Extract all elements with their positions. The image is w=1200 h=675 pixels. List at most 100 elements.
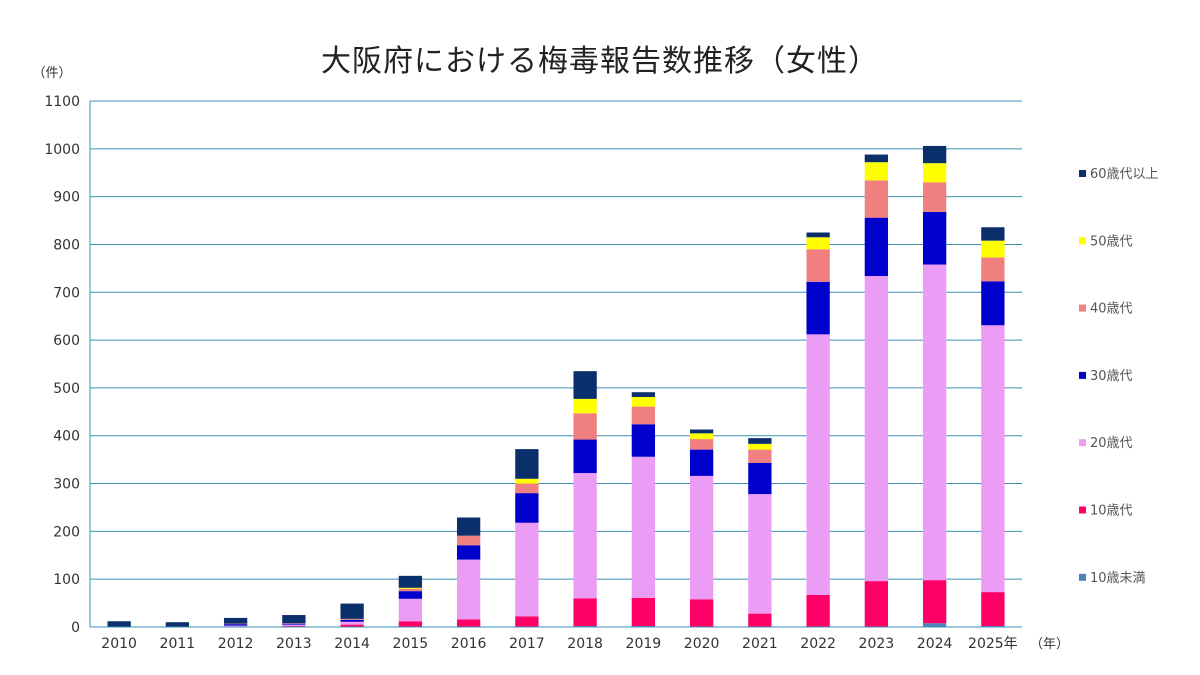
legend-swatch: [1079, 371, 1086, 379]
bar-segment: [689, 429, 714, 434]
legend-swatch: [1079, 439, 1086, 447]
y-tick-label: 1000: [44, 142, 80, 158]
bar-segment: [340, 621, 364, 625]
bar-segment: [398, 591, 423, 599]
bar-segment: [573, 413, 597, 440]
bar-segment: [398, 588, 423, 592]
bar-segment: [922, 163, 947, 183]
bar-segment: [689, 449, 714, 476]
bar-segment: [573, 398, 597, 414]
x-tick-label: 2013: [276, 636, 312, 652]
legend-label: 40歳代: [1090, 302, 1133, 317]
bar-segment: [398, 621, 423, 627]
bar-segment: [689, 433, 714, 440]
legend-label: 20歳代: [1090, 436, 1133, 451]
bar-segment: [573, 439, 597, 474]
bar-segment: [340, 603, 364, 619]
bar-segment: [922, 264, 947, 581]
legend-label: 10歳代: [1090, 504, 1133, 519]
bar-segment: [282, 615, 306, 624]
bar-segment: [748, 443, 772, 450]
bar-segment: [282, 623, 306, 625]
x-tick-label: 2011: [160, 636, 196, 652]
bar-segment: [689, 599, 714, 627]
bar-segment: [981, 240, 1005, 258]
y-tick-label: 600: [53, 333, 80, 349]
y-axis-label: （件）: [32, 66, 71, 81]
x-tick-label: 2021: [742, 636, 778, 652]
y-tick-label: 300: [53, 477, 80, 493]
bar-segment: [631, 597, 656, 627]
bar-segment: [806, 232, 830, 238]
bar-segment: [806, 237, 830, 250]
axes: 0 100 200 300 400 500 600 700 800 900 1000 1100 2010…: [44, 94, 1022, 652]
bar-segment: [981, 257, 1005, 282]
bar-segment: [922, 182, 947, 212]
bar-segment: [981, 325, 1005, 593]
bar-segment: [922, 145, 947, 164]
x-tick-label: 2025年: [968, 636, 1018, 652]
x-tick-label: 2016: [451, 636, 487, 652]
bar-segment: [748, 613, 772, 627]
bar-segment: [864, 180, 889, 218]
bars: [107, 145, 1005, 627]
bar-segment: [456, 559, 481, 620]
bar-segment: [631, 424, 656, 457]
x-axis-label: （年）: [1030, 637, 1069, 652]
bar-segment: [515, 449, 539, 479]
bar-segment: [573, 371, 597, 399]
x-tick-label: 2019: [626, 636, 662, 652]
y-tick-label: 400: [53, 429, 80, 445]
x-tick-label: 2012: [218, 636, 254, 652]
bar-segment: [456, 545, 481, 560]
bar-segment: [631, 456, 656, 598]
x-tick-label: 2020: [684, 636, 720, 652]
bar-segment: [806, 281, 830, 335]
bar-segment: [981, 227, 1005, 241]
bar-segment: [456, 517, 481, 536]
chart-title: 大阪府における梅毒報告数推移（女性）: [321, 44, 879, 79]
x-tick-label: 2017: [509, 636, 545, 652]
y-tick-label: 100: [53, 572, 80, 588]
bar-segment: [864, 154, 889, 163]
legend: 60歳代以上 50歳代 40歳代 30歳代 20歳代 10歳代 10歳未満: [1079, 167, 1159, 586]
bar-segment: [689, 475, 714, 600]
y-tick-label: 200: [53, 524, 80, 540]
bar-segment: [340, 624, 364, 627]
legend-swatch: [1079, 304, 1086, 312]
y-tick-label: 1100: [44, 94, 80, 110]
bar-segment: [864, 276, 889, 582]
bar-segment: [864, 162, 889, 181]
bar-segment: [223, 617, 248, 624]
legend-swatch: [1079, 573, 1086, 581]
bar-segment: [806, 334, 830, 595]
legend-label: 30歳代: [1090, 369, 1133, 384]
gridlines: [90, 100, 1022, 580]
x-tick-label: 2022: [800, 636, 836, 652]
legend-label: 60歳代以上: [1090, 167, 1159, 182]
x-tick-label: 2023: [859, 636, 895, 652]
bar-segment: [398, 575, 423, 588]
y-tick-label: 900: [53, 190, 80, 206]
x-tick-label: 2010: [101, 636, 137, 652]
y-tick-label: 0: [71, 620, 80, 636]
bar-segment: [748, 494, 772, 614]
x-tick-label: 2014: [334, 636, 370, 652]
bar-segment: [981, 592, 1005, 627]
bar-segment: [689, 439, 714, 450]
bar-segment: [456, 535, 481, 546]
y-tick-label: 500: [53, 381, 80, 397]
bar-segment: [864, 581, 889, 627]
x-tick-label: 2018: [567, 636, 603, 652]
bar-segment: [398, 587, 423, 589]
bar-segment: [398, 598, 423, 622]
bar-segment: [806, 249, 830, 282]
y-tick-label: 700: [53, 285, 80, 301]
bar-segment: [515, 522, 539, 617]
bar-segment: [631, 396, 656, 407]
bar-segment: [922, 580, 947, 624]
bar-segment: [573, 473, 597, 599]
bar-segment: [223, 625, 248, 627]
x-tick-label: 2024: [917, 636, 953, 652]
